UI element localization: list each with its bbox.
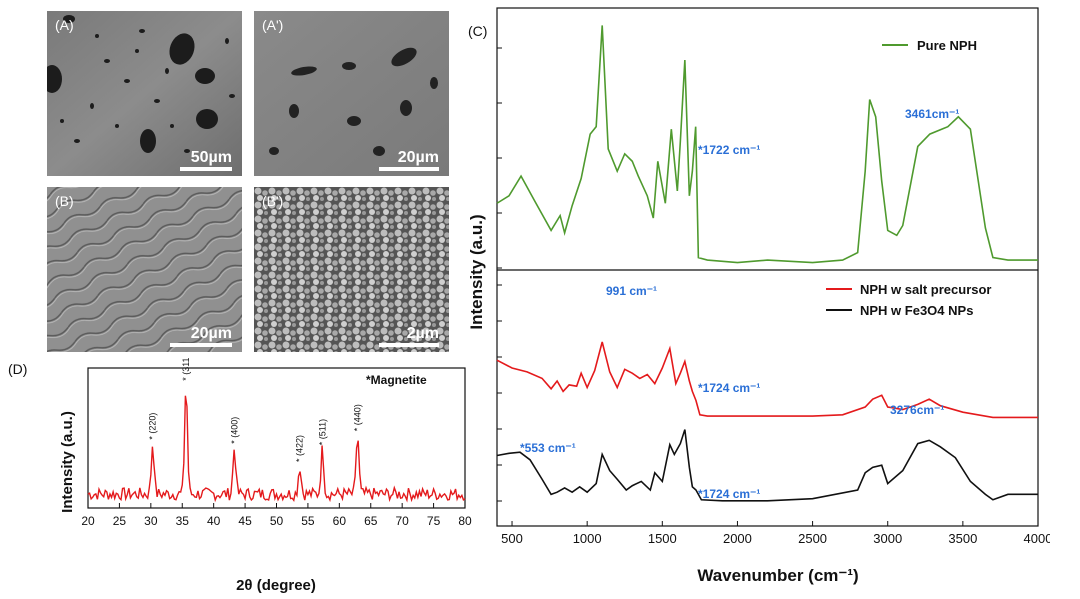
legend-label-pure-nph: Pure NPH bbox=[917, 38, 977, 53]
ftir-annotation: *1722 cm⁻¹ bbox=[698, 143, 760, 157]
xrd-peak-label: * (422) bbox=[295, 435, 305, 462]
ftir-annotation: 991 cm⁻¹ bbox=[606, 284, 657, 298]
panel-label-b: (B) bbox=[55, 193, 74, 209]
legend-label-fe3o4: NPH w Fe3O4 NPs bbox=[860, 303, 973, 318]
scale-bar-b-prime-line bbox=[379, 343, 439, 347]
xrd-x-tick-label: 80 bbox=[458, 514, 472, 528]
ftir-chart: (C) Intensity (a.u.) Wavenumber (cm⁻¹) 5… bbox=[467, 7, 1050, 585]
scale-bar-a-prime-line bbox=[379, 167, 439, 171]
xrd-x-tick-label: 65 bbox=[364, 514, 378, 528]
scale-bar-b-prime-label: 2µm bbox=[406, 325, 439, 342]
xrd-peak-label: * (400) bbox=[229, 417, 239, 444]
scale-bar-a-line bbox=[180, 167, 232, 171]
sem-image-b-prime: (B') 2µm bbox=[254, 187, 449, 352]
xrd-x-tick-label: 55 bbox=[301, 514, 315, 528]
ftir-y-axis-label: Intensity (a.u.) bbox=[467, 214, 486, 329]
panel-label-b-prime: (B') bbox=[262, 193, 284, 209]
xrd-x-tick-label: 20 bbox=[81, 514, 95, 528]
xrd-peak-label: * (220) bbox=[148, 413, 158, 440]
xrd-legend-text: *Magnetite bbox=[366, 373, 427, 387]
xrd-y-axis-label: Intensity (a.u.) bbox=[59, 411, 76, 513]
scale-bar-a-prime-label: 20µm bbox=[397, 149, 439, 166]
sem-image-a-prime: (A') 20µm bbox=[254, 11, 449, 176]
xrd-x-tick-label: 60 bbox=[333, 514, 347, 528]
xrd-peak-label: * (440) bbox=[353, 404, 363, 431]
scale-bar-a-prime: 20µm bbox=[379, 149, 439, 171]
xrd-line bbox=[87, 395, 466, 503]
legend-label-salt-precursor: NPH w salt precursor bbox=[860, 282, 992, 297]
ftir-x-tick-label: 3000 bbox=[873, 531, 902, 546]
xrd-x-tick-label: 25 bbox=[113, 514, 127, 528]
ftir-legend-pure: Pure NPH bbox=[882, 38, 977, 53]
ftir-series-pure-nph bbox=[496, 25, 1038, 264]
xrd-frame bbox=[87, 367, 466, 509]
xrd-x-axis-label: 2θ (degree) bbox=[236, 577, 316, 594]
xrd-chart: (D) *Magnetite Intensity (a.u.) 2θ (degr… bbox=[8, 358, 472, 594]
panel-label-a: (A) bbox=[55, 17, 74, 33]
ftir-x-tick-label: 500 bbox=[501, 531, 523, 546]
ftir-x-tick-label: 1500 bbox=[648, 531, 677, 546]
sem-image-a: (A) 50µm bbox=[47, 11, 242, 176]
ftir-series-fe3o4 bbox=[496, 429, 1038, 502]
ftir-x-tick-label: 1000 bbox=[573, 531, 602, 546]
sem-b-texture bbox=[47, 187, 242, 352]
ftir-frame bbox=[496, 7, 1039, 527]
scale-bar-b-line bbox=[170, 343, 232, 347]
ftir-annotation: 3461cm⁻¹ bbox=[905, 107, 959, 121]
ftir-series-salt-precursor bbox=[496, 341, 1038, 419]
panel-label-a-prime: (A') bbox=[262, 17, 284, 33]
xrd-x-tick-label: 75 bbox=[427, 514, 441, 528]
scale-bar-b-label: 20µm bbox=[190, 325, 232, 342]
xrd-x-tick-label: 70 bbox=[395, 514, 409, 528]
ftir-annotation: 3276cm⁻¹ bbox=[890, 403, 944, 417]
ftir-x-tick-label: 3500 bbox=[948, 531, 977, 546]
sem-a-prime-texture bbox=[254, 11, 449, 176]
xrd-x-tick-label: 45 bbox=[238, 514, 252, 528]
ftir-annotation: *553 cm⁻¹ bbox=[520, 441, 576, 455]
xrd-x-tick-label: 30 bbox=[144, 514, 158, 528]
ftir-annotation: *1724 cm⁻¹ bbox=[698, 487, 760, 501]
sem-a-texture bbox=[47, 11, 242, 176]
xrd-x-tick-label: 35 bbox=[176, 514, 190, 528]
panel-label-d: (D) bbox=[8, 361, 27, 377]
ftir-x-tick-label: 2000 bbox=[723, 531, 752, 546]
ftir-x-tick-label: 4000 bbox=[1024, 531, 1050, 546]
sem-b-prime-texture bbox=[254, 187, 449, 352]
ftir-x-tick-label: 2500 bbox=[798, 531, 827, 546]
xrd-x-tick-label: 50 bbox=[270, 514, 284, 528]
scale-bar-a-label: 50µm bbox=[190, 149, 232, 166]
xrd-x-tick-label: 40 bbox=[207, 514, 221, 528]
xrd-peak-label: * (311) bbox=[181, 358, 191, 381]
panel-label-c: (C) bbox=[468, 23, 487, 39]
scale-bar-a: 50µm bbox=[180, 149, 232, 171]
sem-image-b: (B) 20µm bbox=[47, 187, 242, 352]
scale-bar-b-prime: 2µm bbox=[379, 325, 439, 347]
ftir-x-axis-label: Wavenumber (cm⁻¹) bbox=[697, 566, 858, 585]
ftir-annotation: *1724 cm⁻¹ bbox=[698, 381, 760, 395]
xrd-peak-label: * (511) bbox=[317, 419, 327, 445]
scale-bar-b: 20µm bbox=[170, 325, 232, 347]
